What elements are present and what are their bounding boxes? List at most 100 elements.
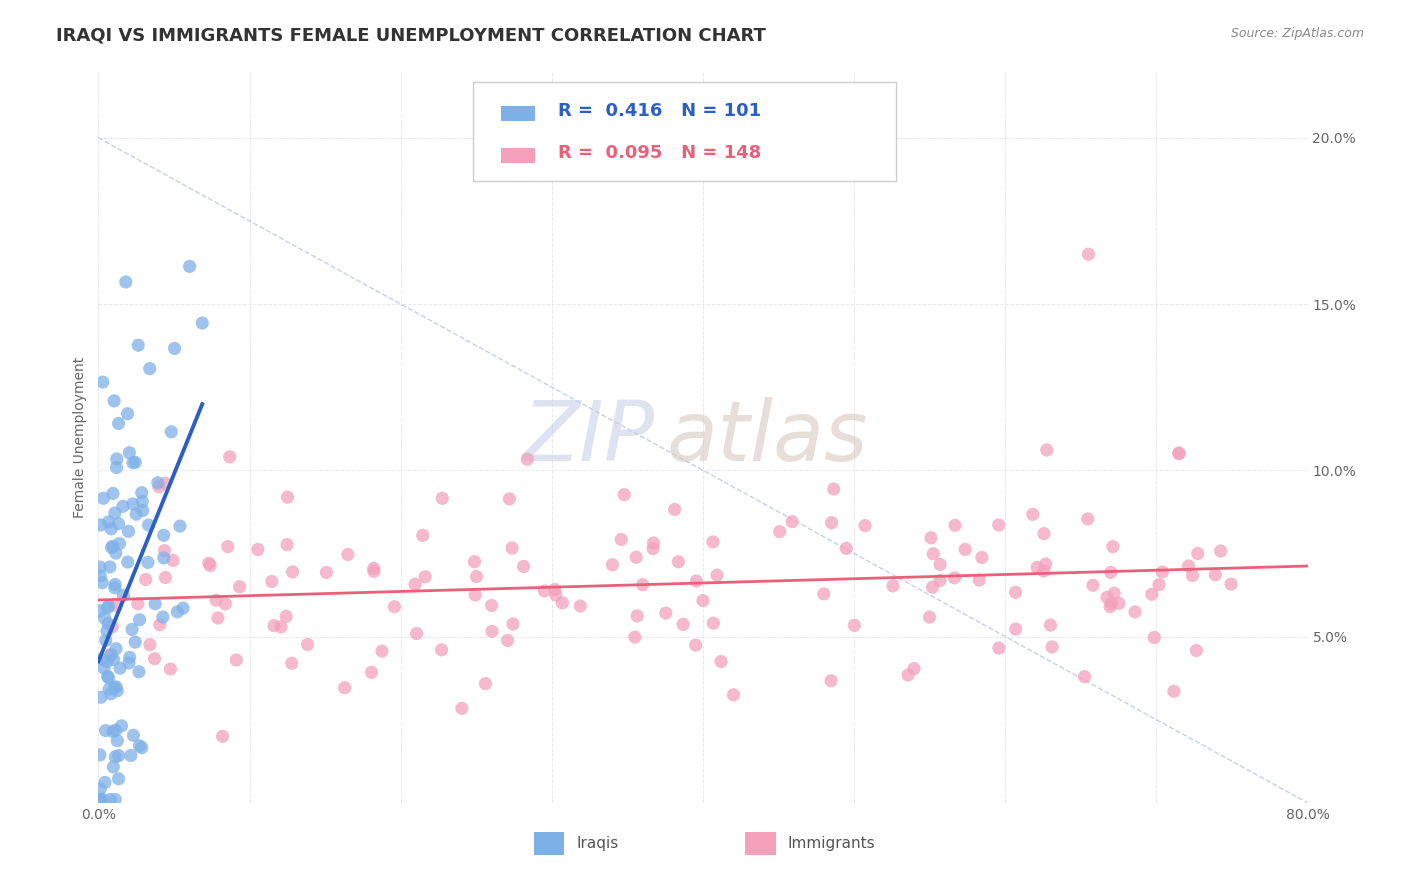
Point: [104, 641, 127, 656]
Point: [98, 560, 121, 574]
Point: [89, 560, 111, 574]
Point: [105, 733, 128, 747]
Point: [112, 588, 135, 602]
Point: [929, 558, 952, 572]
Point: [152, 528, 174, 542]
Point: [94, 633, 117, 648]
Point: [91, 792, 114, 806]
Point: [602, 558, 624, 572]
Point: [172, 601, 194, 615]
Point: [412, 528, 434, 542]
Point: [685, 638, 707, 652]
Point: [260, 574, 283, 589]
Point: [1181, 568, 1204, 582]
Y-axis label: Female Unemployment: Female Unemployment: [73, 357, 87, 517]
Point: [624, 550, 647, 565]
Point: [179, 260, 201, 274]
Point: [702, 535, 724, 549]
Point: [844, 618, 866, 632]
Point: [97, 671, 120, 685]
Point: [1168, 447, 1191, 461]
Point: [107, 772, 129, 786]
Point: [1102, 586, 1125, 600]
Point: [100, 541, 122, 555]
Point: [853, 518, 876, 533]
Point: [544, 582, 567, 597]
Point: [103, 393, 125, 408]
Point: [97, 616, 120, 631]
Point: [120, 748, 142, 763]
Point: [702, 616, 724, 631]
Point: [463, 555, 485, 569]
Point: [610, 533, 633, 547]
Point: [105, 460, 128, 475]
Point: [138, 518, 160, 533]
Point: [205, 593, 228, 607]
Point: [685, 574, 707, 588]
Point: [100, 648, 122, 662]
Point: [148, 480, 170, 494]
Point: [464, 588, 486, 602]
Point: [450, 701, 472, 715]
Point: [1167, 446, 1189, 460]
Point: [217, 540, 239, 554]
Point: [153, 543, 176, 558]
Point: [465, 569, 488, 583]
Point: [107, 748, 129, 763]
Point: [1032, 564, 1054, 578]
Point: [404, 577, 426, 591]
Point: [360, 665, 382, 680]
Point: [93, 491, 115, 506]
Point: [1040, 640, 1063, 654]
Point: [1022, 508, 1045, 522]
Point: [706, 568, 728, 582]
Point: [90, 690, 112, 705]
Point: [413, 570, 436, 584]
Point: [297, 637, 319, 651]
Point: [955, 542, 977, 557]
Point: [1101, 597, 1123, 611]
Point: [692, 593, 714, 607]
Point: [1152, 565, 1174, 579]
Text: Source: ZipAtlas.com: Source: ZipAtlas.com: [1230, 27, 1364, 40]
Point: [104, 723, 127, 738]
Point: [104, 599, 127, 613]
Point: [672, 617, 695, 632]
Point: [125, 507, 148, 521]
Point: [813, 587, 835, 601]
Point: [780, 515, 803, 529]
Point: [97, 515, 120, 529]
Point: [1177, 559, 1199, 574]
Point: [128, 613, 150, 627]
Point: [89, 792, 111, 806]
Point: [882, 579, 904, 593]
Point: [1099, 599, 1122, 614]
Point: [1039, 618, 1062, 632]
Point: [124, 635, 146, 649]
Point: [929, 574, 952, 588]
Point: [128, 739, 150, 753]
Point: [89, 604, 111, 618]
Point: [121, 497, 143, 511]
Point: [139, 638, 162, 652]
Point: [1099, 566, 1122, 580]
Point: [118, 656, 141, 670]
Point: [118, 446, 141, 460]
Point: [723, 688, 745, 702]
Point: [104, 749, 127, 764]
Point: [336, 548, 359, 562]
Point: [1163, 684, 1185, 698]
Point: [101, 724, 124, 739]
Point: [103, 652, 125, 666]
Point: [710, 655, 733, 669]
Point: [160, 425, 183, 439]
Text: ZIP: ZIP: [523, 397, 655, 477]
Point: [405, 626, 427, 640]
Point: [100, 648, 122, 663]
Point: [132, 503, 155, 517]
Point: [214, 597, 236, 611]
Point: [124, 455, 146, 469]
Point: [98, 792, 121, 806]
Point: [281, 657, 304, 671]
Point: [1185, 643, 1208, 657]
